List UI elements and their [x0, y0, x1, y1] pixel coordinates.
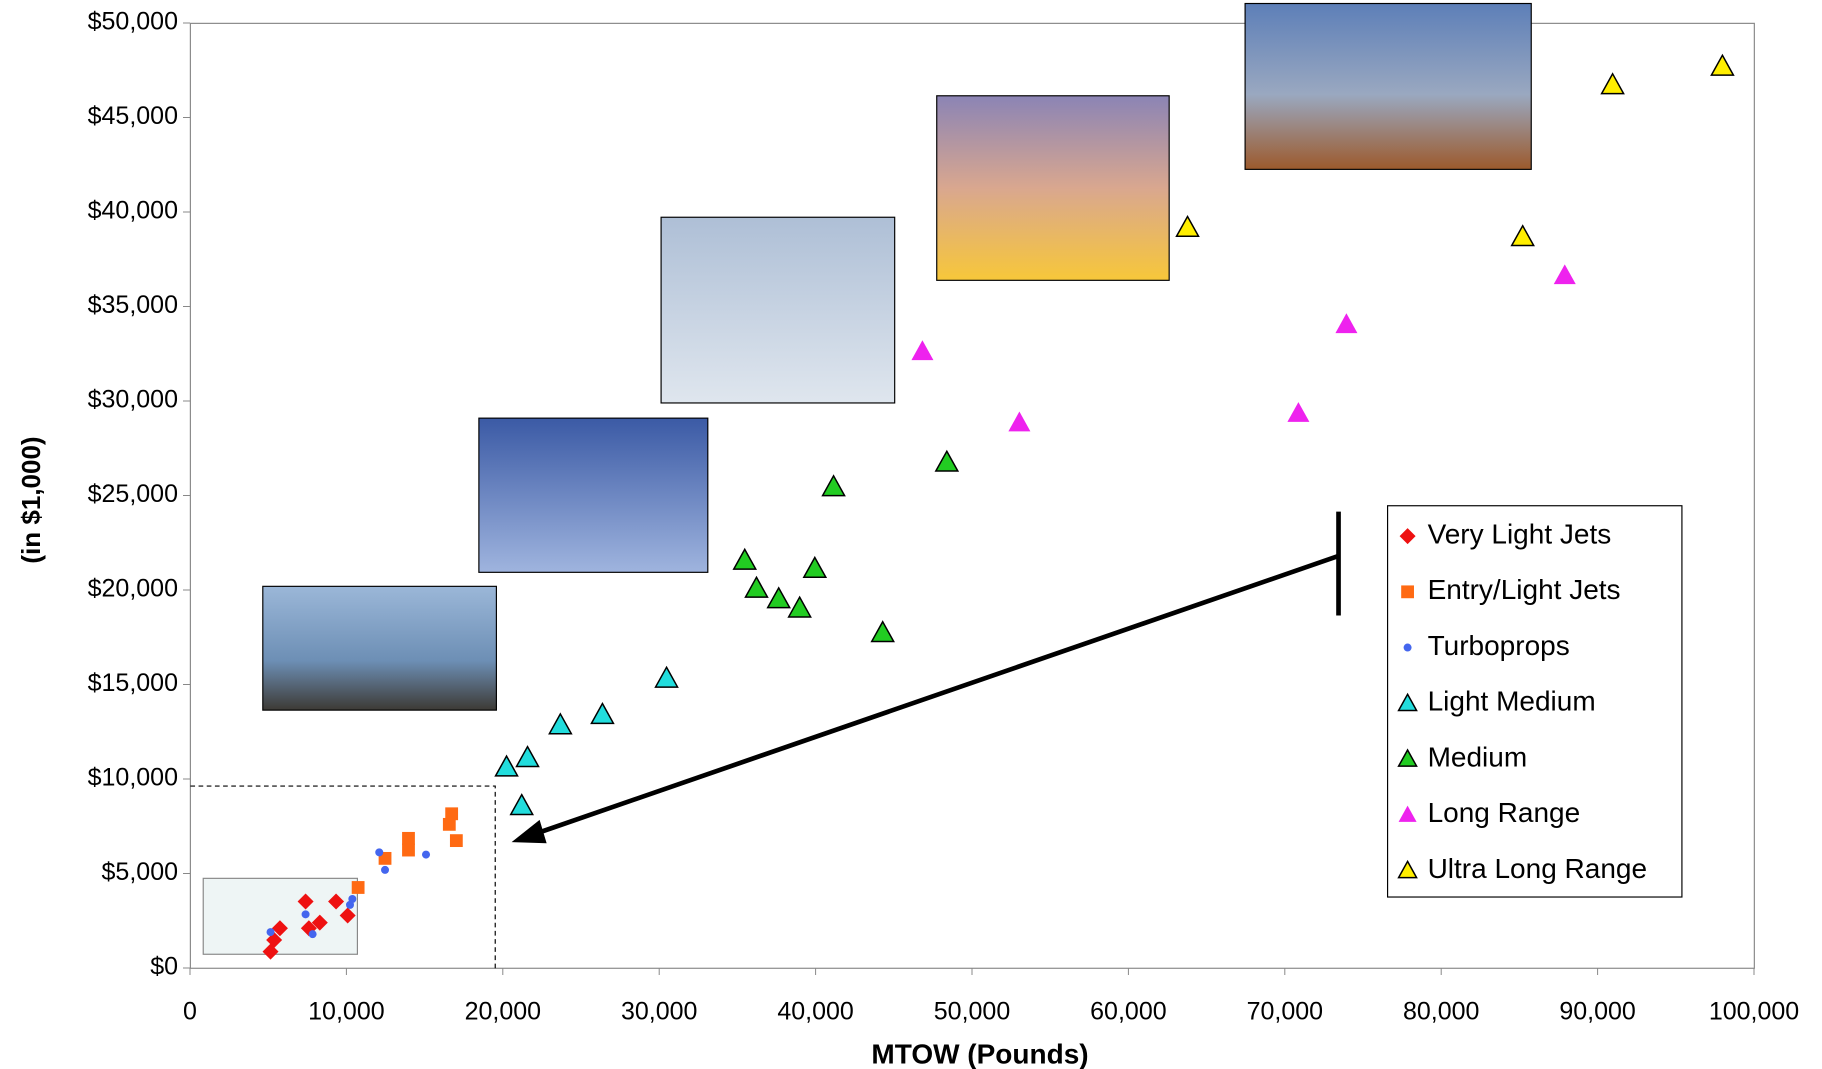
photo — [478, 417, 709, 573]
point — [1510, 224, 1535, 247]
legend-label: Ultra Long Range — [1428, 853, 1647, 884]
point — [301, 910, 310, 919]
legend-label: Entry/Light Jets — [1428, 574, 1621, 605]
y-tick-label: $25,000 — [88, 480, 178, 508]
point — [744, 575, 769, 598]
point — [339, 907, 356, 924]
legend-label: Long Range — [1428, 797, 1581, 828]
point — [1175, 214, 1200, 238]
point — [449, 834, 463, 848]
legend-marker — [1401, 585, 1414, 599]
x-tick-label: 10,000 — [308, 998, 384, 1026]
y-tick-label: $5,000 — [102, 858, 178, 886]
point — [787, 595, 812, 618]
legend-marker — [1398, 805, 1417, 822]
legend-label: Medium — [1428, 741, 1528, 772]
point — [271, 920, 288, 937]
point — [351, 881, 365, 894]
point — [590, 702, 615, 725]
y-tick-label: $50,000 — [88, 8, 178, 36]
point — [934, 449, 960, 472]
x-tick-label: 90,000 — [1559, 998, 1635, 1026]
arrow-head — [511, 819, 547, 844]
point — [766, 586, 791, 609]
point — [732, 547, 758, 570]
point — [266, 928, 275, 937]
point — [308, 930, 317, 939]
y-tick-label: $35,000 — [88, 291, 178, 319]
x-tick-label: 50,000 — [934, 998, 1010, 1026]
x-tick-label: 70,000 — [1247, 998, 1323, 1026]
point — [1287, 402, 1310, 422]
photo — [936, 95, 1170, 281]
point — [911, 340, 934, 361]
y-tick-label: $15,000 — [88, 669, 178, 697]
x-tick-label: 20,000 — [465, 998, 541, 1026]
point — [548, 712, 573, 735]
point — [402, 831, 415, 845]
photo — [262, 585, 497, 711]
y-tick-label: $40,000 — [88, 197, 178, 225]
point — [311, 914, 328, 931]
highlight-box — [202, 877, 358, 955]
legend-box — [1386, 505, 1683, 898]
point — [509, 793, 534, 816]
point — [1008, 411, 1031, 432]
x-tick-label: 80,000 — [1403, 998, 1479, 1026]
y-tick-label: $0 — [150, 953, 178, 981]
arrow — [530, 553, 1340, 838]
legend-marker — [1399, 528, 1416, 545]
point — [445, 807, 459, 821]
point — [821, 474, 846, 497]
zoom-box — [190, 785, 496, 969]
point — [870, 620, 895, 643]
y-tick-label: $45,000 — [88, 102, 178, 130]
legend-label: Very Light Jets — [1428, 519, 1612, 550]
legend-marker — [1397, 859, 1418, 879]
legend-marker — [1397, 748, 1418, 767]
point — [442, 817, 456, 831]
decor — [189, 2, 1755, 969]
point — [375, 848, 384, 857]
x-tick-label: 0 — [183, 998, 197, 1026]
point — [422, 850, 431, 859]
point — [515, 745, 540, 768]
point — [328, 893, 345, 910]
x-tick-label: 60,000 — [1090, 998, 1166, 1026]
photo — [1244, 2, 1532, 170]
point — [381, 865, 390, 874]
legend-label: Turboprops — [1428, 630, 1570, 661]
point — [348, 895, 357, 904]
point — [494, 754, 519, 777]
point — [1710, 53, 1735, 76]
point — [402, 843, 415, 857]
x-tick-label: 40,000 — [777, 998, 853, 1026]
x-axis-label: MTOW (Pounds) — [871, 1038, 1088, 1069]
point — [654, 665, 679, 688]
x-tick-label: 100,000 — [1709, 998, 1799, 1026]
point — [297, 893, 314, 910]
photo — [660, 216, 896, 404]
legend-label: Light Medium — [1428, 686, 1596, 717]
point — [1553, 264, 1576, 285]
legend-marker — [1397, 692, 1418, 712]
point — [1600, 72, 1625, 95]
y-tick-label: $30,000 — [88, 386, 178, 414]
point — [262, 943, 279, 960]
y-tick-label: $20,000 — [88, 575, 178, 603]
y-tick-label: $10,000 — [88, 764, 178, 792]
x-tick-label: 30,000 — [621, 998, 697, 1026]
point — [802, 555, 828, 579]
point — [1335, 313, 1358, 334]
legend-marker — [1403, 643, 1412, 652]
y-axis-label: (in $1,000) — [16, 436, 46, 563]
